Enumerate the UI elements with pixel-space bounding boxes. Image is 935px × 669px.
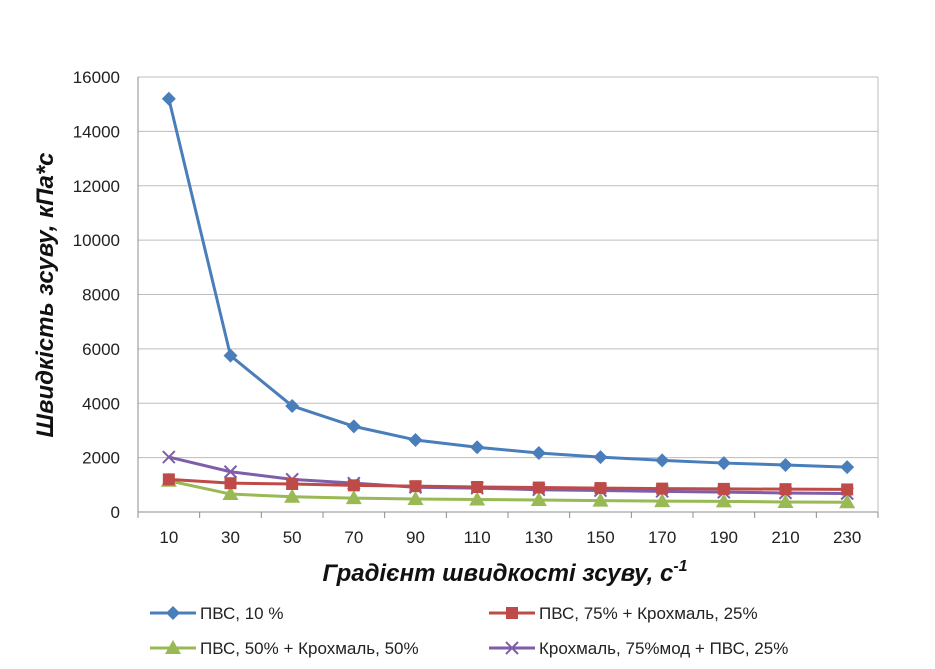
legend-item: ПВС, 10 %: [150, 604, 283, 623]
x-axis-title-text: Градієнт швидкості зсуву, с: [322, 560, 673, 587]
data-point: [161, 91, 176, 106]
x-tick-label: 90: [406, 528, 425, 547]
data-point: [162, 450, 176, 464]
data-point: [408, 432, 423, 447]
data-point: [162, 473, 175, 486]
x-tick-label: 10: [159, 528, 178, 547]
legend-item: Крохмаль, 75%мод + ПВС, 25%: [489, 639, 788, 658]
x-axis-title-superscript: -1: [673, 558, 687, 575]
x-tick-label: 70: [344, 528, 363, 547]
x-tick-label: 150: [586, 528, 614, 547]
data-point: [840, 460, 855, 475]
data-point: [347, 479, 360, 492]
data-point: [839, 494, 856, 509]
gridlines: [137, 76, 879, 518]
y-tick-label: 16000: [73, 68, 120, 87]
x-tick-label: 190: [710, 528, 738, 547]
data-point: [222, 486, 239, 501]
legend-marker: [505, 641, 519, 655]
data-point: [778, 457, 793, 472]
data-point: [716, 456, 731, 471]
data-point: [531, 446, 546, 461]
data-point: [286, 477, 299, 490]
y-tick-label: 10000: [73, 231, 120, 250]
data-point: [715, 493, 732, 508]
marker-stroke: [223, 465, 238, 479]
data-point: [717, 482, 730, 495]
data-point: [407, 490, 424, 505]
marker-stroke: [162, 450, 176, 464]
data-point: [224, 477, 237, 490]
data-point: [223, 348, 238, 363]
series-line: [168, 455, 848, 496]
data-point: [654, 493, 671, 508]
series-line: [167, 98, 848, 469]
y-tick-label: 4000: [82, 394, 120, 413]
marker-stroke: [505, 641, 519, 655]
y-axis-title: Швидкість зсуву, кПа*с: [32, 152, 59, 437]
legend: ПВС, 10 % ПВС, 75% + Крохмаль, 25% ПВС, 50…: [150, 604, 788, 658]
legend-marker: [506, 607, 518, 619]
x-tick-label: 50: [283, 528, 302, 547]
legend-label: ПВС, 75% + Крохмаль, 25%: [539, 604, 758, 623]
data-point: [346, 419, 361, 434]
data-point: [777, 493, 794, 508]
y-tick-label: 6000: [82, 340, 120, 359]
series-line: [168, 479, 848, 504]
series-1: [161, 91, 855, 475]
y-tick-label: 12000: [73, 177, 120, 196]
legend-marker: [166, 606, 180, 620]
legend-marker: [165, 640, 181, 654]
data-point: [841, 483, 854, 496]
data-point: [284, 488, 301, 503]
data-point: [779, 483, 792, 496]
y-tick-label: 0: [111, 503, 120, 522]
data-point: [594, 482, 607, 495]
data-point: [223, 465, 238, 479]
data-point: [593, 450, 608, 465]
data-point: [345, 490, 362, 505]
x-axis-title: Градієнт швидкості зсуву, с-1: [322, 558, 687, 587]
data-point: [471, 480, 484, 493]
series-4: [162, 450, 854, 501]
data-point: [655, 453, 670, 468]
x-tick-label: 170: [648, 528, 676, 547]
y-tick-label: 2000: [82, 449, 120, 468]
x-tick-label: 30: [221, 528, 240, 547]
legend-label: ПВС, 10 %: [200, 604, 283, 623]
x-tick-label: 210: [771, 528, 799, 547]
y-tick-label: 14000: [73, 122, 120, 141]
data-point: [656, 482, 669, 495]
data-point: [409, 480, 422, 493]
series-2: [162, 473, 854, 496]
series-line: [168, 477, 848, 491]
x-tick-label: 230: [833, 528, 861, 547]
data-point: [530, 492, 547, 507]
x-tick-label: 130: [525, 528, 553, 547]
data-point: [285, 398, 300, 413]
legend-label: ПВС, 50% + Крохмаль, 50%: [200, 639, 419, 658]
legend-item: ПВС, 50% + Крохмаль, 50%: [150, 639, 419, 658]
legend-item: ПВС, 75% + Крохмаль, 25%: [489, 604, 758, 623]
data-point: [469, 491, 486, 506]
data-point: [592, 492, 609, 507]
x-tick-label: 110: [464, 528, 491, 547]
x-tick-labels: 10 30 50 70 90 110 130 150 170 190 210 230: [159, 528, 861, 547]
data-point: [470, 440, 485, 455]
data-point: [532, 481, 545, 494]
series-group: [160, 91, 856, 509]
y-tick-label: 8000: [82, 286, 120, 305]
legend-label: Крохмаль, 75%мод + ПВС, 25%: [539, 639, 788, 658]
y-tick-labels: 0 2000 4000 6000 8000 10000 12000 14000 16000: [73, 68, 120, 522]
